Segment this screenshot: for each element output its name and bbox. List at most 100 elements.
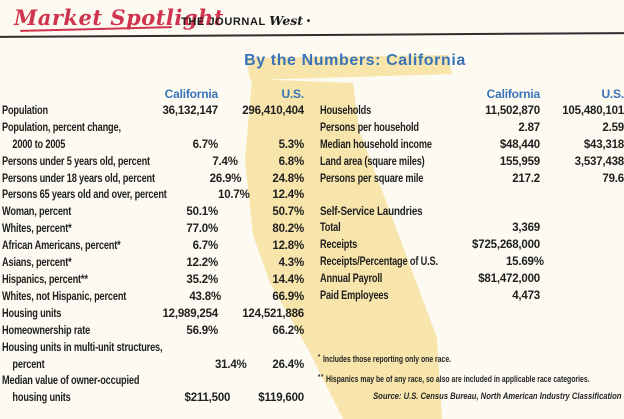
table-row: Whites, not Hispanic, percent 43.8% 66.9… <box>2 289 304 306</box>
row-label: Persons under 5 years old, percent <box>2 155 150 168</box>
table-row: Persons under 5 years old, percent 7.4% … <box>2 154 304 171</box>
footnote-2-text: Hispanics may be of any race, so also ar… <box>326 374 590 384</box>
us-value: 124,521,886 <box>242 307 304 320</box>
table-row: Total 3,369 <box>320 220 624 237</box>
footnote-2-marker: ** <box>318 372 325 381</box>
row-label: Woman, percent <box>2 206 72 219</box>
table-row: Hispanics, percent** 35.2% 14.4% <box>2 272 304 289</box>
us-value: 66.2% <box>272 324 304 337</box>
masthead: Market Spotlight THE JOURNAL West • <box>0 0 624 40</box>
row-label: Homeownership rate <box>2 324 91 337</box>
us-value: 12.8% <box>272 240 304 253</box>
us-value: 24.8% <box>272 172 304 185</box>
california-value: 10.7% <box>218 189 250 202</box>
laundries-rows: Total 3,369 Receipts $725,268,000 Receip… <box>320 220 624 305</box>
column-header-california: California <box>164 87 219 101</box>
table-row: Median household income $48,440 $43,318 <box>320 137 624 154</box>
publication-name: THE JOURNAL West • <box>181 13 311 28</box>
california-value: 11,502,870 <box>485 104 540 117</box>
bullet-icon: • <box>306 16 311 27</box>
us-value: 105,480,101 <box>562 104 624 117</box>
us-value: 50.7% <box>272 206 304 219</box>
row-label: Households <box>320 104 372 117</box>
column-header-california: California <box>486 87 541 101</box>
row-label: Population <box>2 104 48 117</box>
california-value: 12,989,254 <box>162 307 218 320</box>
footnotes: * Includes those reporting only one race… <box>318 348 624 405</box>
california-value: 77.0% <box>186 223 218 236</box>
table-row: Housing units 12,989,254 124,521,886 <box>2 306 304 323</box>
table-header-row: California U.S. <box>2 86 305 103</box>
california-value: 56.9% <box>186 324 218 337</box>
us-value: 80.2% <box>272 223 304 236</box>
california-value: $48,440 <box>499 138 540 151</box>
table-row: Persons 65 years old and over, percent 1… <box>2 187 304 204</box>
table-row: Asians, percent* 12.2% 4.3% <box>2 255 304 272</box>
row-label: Asians, percent* <box>2 257 72 270</box>
california-value: $211,500 <box>184 392 231 405</box>
row-label: Receipts/Percentage of U.S. <box>320 256 438 269</box>
row-label: Hispanics, percent** <box>2 273 88 286</box>
table-row: Population, percent change, 2000 to 2005… <box>2 120 304 154</box>
us-value: 26.4% <box>272 358 304 371</box>
us-value: 12.4% <box>272 189 304 202</box>
page-title: By the Numbers: California <box>244 52 466 69</box>
california-value: 31.4% <box>214 358 247 371</box>
row-label: Annual Payroll <box>320 273 383 286</box>
california-value: 6.7% <box>192 138 219 151</box>
table-row: Population 36,132,147 296,410,404 <box>2 103 304 120</box>
table-row: Persons under 18 years old, percent 26.9… <box>2 171 304 188</box>
demographics-rows: Population 36,132,147 296,410,404 Popula… <box>2 103 304 407</box>
table-row: Paid Employees 4,473 <box>320 288 624 305</box>
household-rows: Households 11,502,870 105,480,101 Person… <box>320 103 624 188</box>
edition-label: West <box>269 13 304 28</box>
row-label: Housing units in multi-unit structures, … <box>2 341 163 371</box>
row-label: Whites, percent* <box>2 223 72 236</box>
row-label: Land area (square miles) <box>320 155 425 168</box>
footnote-1: * Includes those reporting only one race… <box>318 348 557 368</box>
row-label: Persons 65 years old and over, percent <box>2 189 167 202</box>
us-value: 79.6 <box>602 172 624 185</box>
california-value: 6.7% <box>192 240 219 253</box>
title-highlight <box>246 55 452 80</box>
publication-title: THE JOURNAL <box>181 16 266 28</box>
row-label: Persons under 18 years old, percent <box>2 172 155 185</box>
row-label: Whites, not Hispanic, percent <box>2 290 127 303</box>
california-value: 26.9% <box>209 172 242 185</box>
column-header-us: U.S. <box>281 87 304 101</box>
california-value: 50.1% <box>186 206 218 219</box>
table-header-row: California U.S. <box>320 86 624 103</box>
california-value: 2.87 <box>518 121 540 134</box>
demographics-table: California U.S. Population 36,132,147 29… <box>2 86 304 407</box>
table-row: Land area (square miles) 155,959 3,537,4… <box>320 154 624 171</box>
us-value: 5.3% <box>278 138 305 151</box>
table-row: Homeownership rate 56.9% 66.2% <box>2 323 304 340</box>
row-label: Receipts <box>320 239 358 252</box>
row-label: African Americans, percent* <box>2 240 121 253</box>
california-value: 43.8% <box>189 290 221 303</box>
us-value: 4.3% <box>278 257 305 270</box>
us-value: 66.9% <box>272 290 304 303</box>
california-value: 4,473 <box>512 289 540 302</box>
california-value: 35.2% <box>186 273 218 286</box>
california-value: 3,369 <box>512 222 540 235</box>
california-silhouette <box>245 79 442 419</box>
table-row: Persons per square mile 217.2 79.6 <box>320 171 624 188</box>
row-label: Median value of owner-occupied housing u… <box>2 375 140 405</box>
row-label: Median household income <box>320 138 432 151</box>
us-value: 296,410,404 <box>242 104 304 117</box>
household-table: California U.S. Households 11,502,870 10… <box>320 86 624 305</box>
footnote-2: ** Hispanics may be of any race, so also… <box>318 368 590 388</box>
row-label: Persons per household <box>320 121 419 134</box>
california-value: $81,472,000 <box>478 273 540 286</box>
us-value: $43,318 <box>583 138 624 151</box>
us-value: $119,600 <box>258 392 304 405</box>
table-row: Woman, percent 50.1% 50.7% <box>2 204 304 221</box>
california-value: 15.69% <box>505 256 544 269</box>
us-value: 2.59 <box>602 121 624 134</box>
table-row: Whites, percent* 77.0% 80.2% <box>2 221 304 238</box>
footnote-1-marker: * <box>318 352 322 361</box>
california-value: 217.2 <box>512 172 540 185</box>
table-row: Households 11,502,870 105,480,101 <box>320 103 624 120</box>
